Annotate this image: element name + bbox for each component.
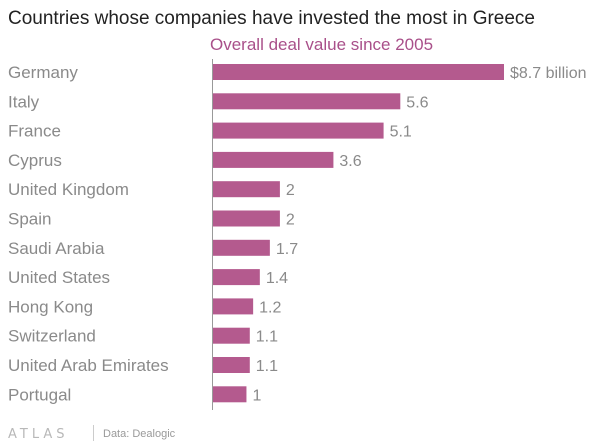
category-label: Cyprus — [8, 151, 62, 170]
bar — [213, 269, 260, 286]
bar — [213, 151, 334, 168]
category-label: United Kingdom — [8, 180, 129, 199]
value-label: 2 — [286, 212, 295, 229]
bar — [213, 298, 254, 315]
bar — [213, 210, 280, 227]
category-label: Saudi Arabia — [8, 239, 105, 258]
value-label: 3.6 — [339, 153, 361, 170]
value-label: 1 — [252, 387, 261, 404]
bar — [213, 357, 250, 373]
category-label: Portugal — [8, 385, 71, 404]
bar — [213, 122, 384, 139]
value-label: 1.1 — [256, 329, 278, 346]
bar — [213, 386, 247, 403]
bar — [213, 327, 250, 344]
category-label: Italy — [8, 92, 40, 111]
category-label: United States — [8, 268, 110, 287]
value-label: 1.7 — [276, 241, 298, 258]
category-label: United Arab Emirates — [8, 356, 169, 375]
category-label: Switzerland — [8, 327, 96, 346]
brand-logo-text: ATLAS — [8, 427, 69, 442]
chart-title: Countries whose companies have invested … — [8, 8, 535, 29]
category-label: Hong Kong — [8, 297, 93, 316]
value-label: 5.6 — [406, 94, 428, 111]
bar — [213, 64, 504, 80]
category-label: France — [8, 122, 61, 141]
category-label: Spain — [8, 210, 51, 229]
source-note: Data: Dealogic — [103, 428, 176, 440]
value-label: $8.7 billion — [510, 65, 587, 82]
value-label: 2 — [286, 182, 295, 199]
bar — [213, 181, 280, 198]
category-label: Germany — [8, 63, 78, 82]
value-label: 1.1 — [256, 358, 278, 375]
bar — [213, 239, 270, 256]
bar — [213, 93, 401, 110]
bar-group: Germany $8.7 billion Italy 5.6 France 5.1 Cypr… — [8, 63, 587, 404]
value-label: 1.4 — [266, 270, 288, 287]
chart-subtitle: Overall deal value since 2005 — [210, 35, 433, 54]
value-label: 5.1 — [390, 124, 412, 141]
value-label: 1.2 — [259, 299, 281, 316]
